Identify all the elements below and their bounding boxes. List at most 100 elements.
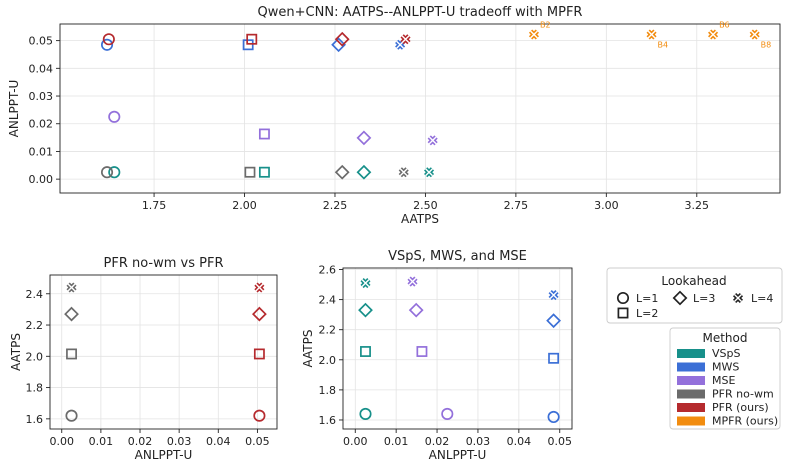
legend-label-lookahead: L=1 (636, 292, 658, 305)
y-tick-label: 0.04 (29, 62, 54, 75)
data-point-pfr-ours--circle (102, 33, 115, 46)
data-point-mpfr-ours--x (528, 29, 539, 40)
x-tick-label: 2.25 (323, 199, 348, 212)
legend-label-lookahead: L=2 (636, 307, 658, 320)
y-tick-label: 2.0 (26, 350, 44, 363)
data-point-mse-diamond (356, 130, 372, 146)
point-annotation: B6 (719, 21, 730, 30)
x-tick-label: 0.02 (128, 435, 153, 448)
legend-label-method: PFR (ours) (712, 401, 769, 414)
legend-swatch (677, 376, 705, 385)
y-tick-label: 1.6 (319, 414, 337, 427)
data-point-mws-circle (547, 410, 560, 424)
y-tick-label: 0.05 (29, 35, 54, 48)
data-point-mse-circle (108, 110, 121, 123)
plot-frame (342, 267, 573, 430)
y-tick-label: 0.00 (29, 173, 54, 186)
y-axis-label: ANLPPT-U (7, 80, 21, 138)
point-annotation: B2 (540, 21, 551, 30)
x-tick-label: 0.00 (343, 435, 368, 448)
data-point-pfr-no-wm-x (398, 167, 409, 178)
data-point-mse-circle (441, 407, 454, 421)
x-tick-label: 0.05 (547, 435, 572, 448)
x-tick-label: 0.00 (49, 435, 74, 448)
data-point-pfr-no-wm-circle (100, 166, 114, 179)
legend-swatch (677, 403, 705, 412)
data-point-mws-square (548, 352, 560, 364)
pfr-chart: 0.00 0.01 0.02 0.03 0.04 0.05 1.6 1.8 2.0 2.2 2.4 P… (9, 256, 278, 462)
chart-title: PFR no-wm vs PFR (104, 256, 224, 271)
legend-label-lookahead: L=4 (751, 292, 773, 305)
data-point-pfr-no-wm-diamond (64, 306, 79, 322)
x-tick-label: 0.03 (466, 435, 491, 448)
legend-marker-x (732, 292, 744, 304)
data-point-vsps-circle (108, 166, 121, 179)
x-tick-label: 1.75 (142, 199, 167, 212)
y-tick-label: 1.8 (26, 382, 44, 395)
y-tick-label: 2.4 (26, 288, 44, 301)
data-point-pfr-ours--square (246, 33, 258, 45)
legend-swatch (677, 362, 705, 372)
y-axis-label: AATPS (9, 333, 23, 371)
legend-label-method: MSE (712, 374, 735, 387)
point-annotation: B4 (658, 41, 669, 50)
data-point-pfr-no-wm-diamond (334, 164, 350, 180)
data-point-vsps-x (424, 167, 435, 178)
data-point-mse-square (416, 346, 428, 357)
data-point-pfr-no-wm-circle (65, 409, 78, 422)
x-tick-label: 0.02 (425, 435, 450, 448)
data-point-vsps-diamond (358, 302, 373, 318)
x-tick-label: 0.04 (507, 435, 532, 448)
vsps-mws-mse-chart: 0.00 0.01 0.02 0.03 0.04 0.05 1.6 1.8 2.0 2.2 2.4 2… (301, 249, 573, 462)
main-chart: 1.75 2.00 2.25 2.50 2.75 3.00 3.25 0.00 0.01 0.02… (7, 5, 781, 226)
y-tick-label: 2.2 (319, 324, 337, 337)
x-tick-label: 2.00 (232, 199, 257, 212)
x-tick-label: 2.75 (504, 199, 529, 212)
data-point-pfr-ours--square (253, 348, 265, 360)
method-legend-title: Method (702, 331, 747, 345)
data-point-mse-square (258, 128, 270, 140)
data-point-vsps-circle (359, 407, 372, 421)
x-axis-label: ANLPPT-U (429, 448, 487, 462)
data-point-mpfr-ours--x (646, 29, 657, 40)
data-point-mse-x (427, 135, 438, 146)
chart-title: Qwen+CNN: AATPS--ANLPPT-U tradeoff with … (258, 5, 583, 20)
point-annotation: B8 (761, 41, 772, 50)
legend-label-method: MPFR (ours) (712, 415, 778, 428)
chart-title: VSpS, MWS, and MSE (388, 249, 527, 264)
y-tick-label: 2.0 (319, 354, 337, 367)
legend-swatch (677, 389, 705, 399)
data-point-mpfr-ours--x (749, 29, 760, 40)
data-point-vsps-x (360, 278, 371, 289)
x-axis-label: AATPS (401, 212, 439, 226)
y-tick-label: 2.2 (26, 319, 44, 332)
data-point-mws-x (548, 290, 559, 301)
x-tick-label: 0.01 (384, 435, 409, 448)
data-point-vsps-square (258, 166, 270, 178)
x-tick-label: 2.50 (413, 199, 438, 212)
legend-label-method: VSpS (712, 347, 740, 360)
data-point-pfr-no-wm-square (244, 166, 256, 178)
y-tick-label: 1.8 (319, 384, 337, 397)
y-tick-label: 0.03 (29, 90, 54, 103)
y-axis-label: AATPS (301, 329, 315, 367)
legend-marker-square (617, 307, 629, 319)
legend-label-lookahead: L=3 (693, 292, 715, 305)
y-tick-label: 2.4 (319, 294, 337, 307)
x-tick-label: 3.00 (594, 199, 619, 212)
data-point-pfr-ours--x (400, 34, 411, 45)
x-tick-label: 0.01 (89, 435, 114, 448)
x-tick-label: 0.04 (206, 435, 231, 448)
x-tick-label: 0.05 (245, 435, 270, 448)
plot-frame (59, 23, 781, 194)
y-tick-label: 1.6 (26, 413, 44, 426)
data-point-mpfr-ours--x (708, 29, 719, 40)
data-point-mws-diamond (546, 313, 562, 329)
data-point-pfr-ours--diamond (251, 306, 267, 322)
y-tick-label: 0.02 (29, 118, 54, 131)
x-tick-label: 3.25 (685, 199, 710, 212)
legend-swatch (677, 349, 705, 358)
